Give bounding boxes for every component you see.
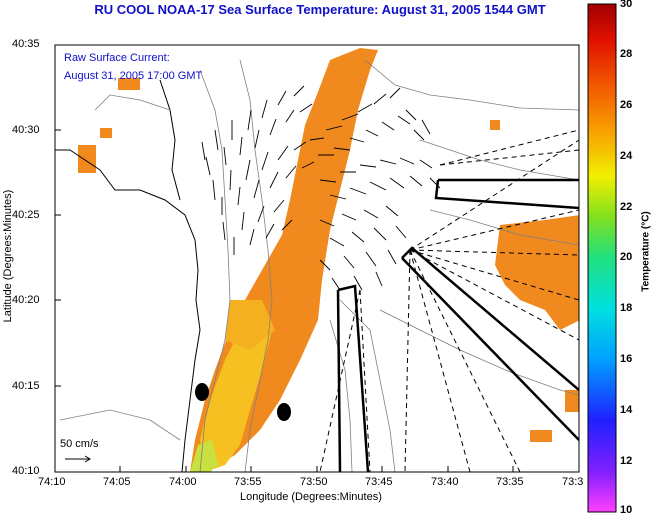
x-tick-label: 73:45 [365, 476, 393, 488]
y-tick-label: 40:20 [12, 294, 40, 306]
x-tick-marks [54, 466, 514, 472]
x-tick-label: 74:00 [169, 476, 197, 488]
colorbar-tick: 26 [620, 99, 633, 111]
y-tick-marks [55, 129, 61, 387]
x-tick-label: 73:3 [562, 476, 584, 488]
x-tick-label: 73:55 [234, 476, 262, 488]
colorbar-label: Temperature (°C) [640, 211, 651, 292]
colorbar-tick: 30 [620, 0, 633, 10]
colorbar-tick: 18 [620, 302, 633, 314]
figure-title: RU COOL NOAA-17 Sea Surface Temperature:… [94, 2, 546, 17]
x-tick-label: 74:05 [103, 476, 131, 488]
current-time-label: August 31, 2005 17:00 GMT [64, 70, 203, 82]
x-tick-label: 73:35 [496, 476, 524, 488]
colorbar-tick: 24 [620, 150, 633, 162]
y-tick-label: 40:35 [12, 38, 40, 50]
colorbar-tick: 14 [620, 404, 633, 416]
y-tick-label: 40:10 [12, 465, 40, 477]
colorbar-tick: 12 [620, 455, 633, 467]
x-tick-label: 74:10 [38, 476, 66, 488]
colorbar-tick: 22 [620, 201, 633, 213]
y-tick-label: 40:15 [12, 380, 40, 392]
colorbar-tick: 28 [620, 48, 633, 60]
x-tick-label: 73:50 [300, 476, 328, 488]
y-tick-label: 40:25 [12, 209, 40, 221]
y-axis-label: Latitude (Degrees:Minutes) [2, 189, 14, 323]
zone-outlines [336, 178, 579, 472]
x-tick-label: 73:40 [431, 476, 459, 488]
radar-site-marker [277, 403, 291, 421]
coastline [55, 79, 201, 472]
colorbar-tick: 16 [620, 353, 633, 365]
sst-coverage [78, 48, 579, 472]
radar-site-marker [195, 383, 209, 401]
vector-scale-label: 50 cm/s [60, 438, 99, 450]
colorbar-tick: 20 [620, 251, 633, 263]
y-tick-label: 40:30 [12, 124, 40, 136]
current-source-label: Raw Surface Current: [64, 52, 170, 64]
scale-arrow-icon [65, 455, 91, 463]
radar-range-rings [319, 129, 579, 472]
x-axis-label: Longitude (Degrees:Minutes) [240, 491, 382, 503]
colorbar [587, 3, 617, 513]
colorbar-tick: 10 [620, 504, 633, 516]
current-vectors [201, 85, 441, 291]
